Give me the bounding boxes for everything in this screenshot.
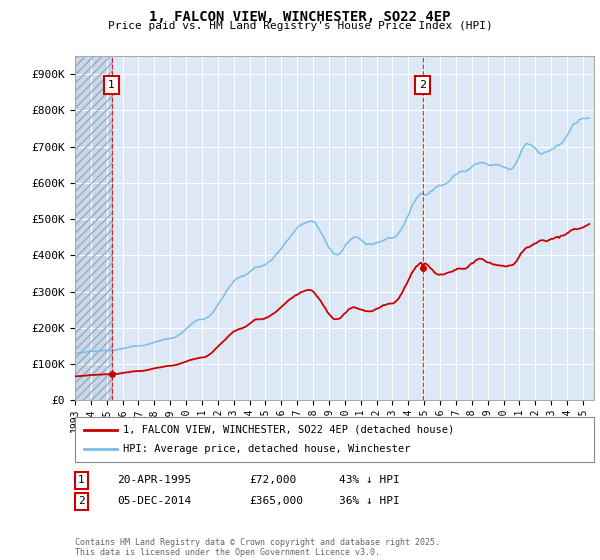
Text: 1: 1: [78, 475, 85, 486]
Text: 1, FALCON VIEW, WINCHESTER, SO22 4EP: 1, FALCON VIEW, WINCHESTER, SO22 4EP: [149, 10, 451, 24]
Text: £72,000: £72,000: [249, 475, 296, 486]
Text: HPI: Average price, detached house, Winchester: HPI: Average price, detached house, Winc…: [123, 444, 410, 454]
Text: 05-DEC-2014: 05-DEC-2014: [117, 496, 191, 506]
Text: 43% ↓ HPI: 43% ↓ HPI: [339, 475, 400, 486]
Bar: [75, 56, 112, 400]
Text: 2: 2: [78, 496, 85, 506]
Text: 1: 1: [108, 80, 115, 90]
Text: 1, FALCON VIEW, WINCHESTER, SO22 4EP (detached house): 1, FALCON VIEW, WINCHESTER, SO22 4EP (de…: [123, 424, 454, 435]
Text: 2: 2: [419, 80, 427, 90]
Text: 20-APR-1995: 20-APR-1995: [117, 475, 191, 486]
Text: Price paid vs. HM Land Registry's House Price Index (HPI): Price paid vs. HM Land Registry's House …: [107, 21, 493, 31]
Bar: [75, 56, 112, 400]
Text: Contains HM Land Registry data © Crown copyright and database right 2025.
This d: Contains HM Land Registry data © Crown c…: [75, 538, 440, 557]
Text: 36% ↓ HPI: 36% ↓ HPI: [339, 496, 400, 506]
Text: £365,000: £365,000: [249, 496, 303, 506]
